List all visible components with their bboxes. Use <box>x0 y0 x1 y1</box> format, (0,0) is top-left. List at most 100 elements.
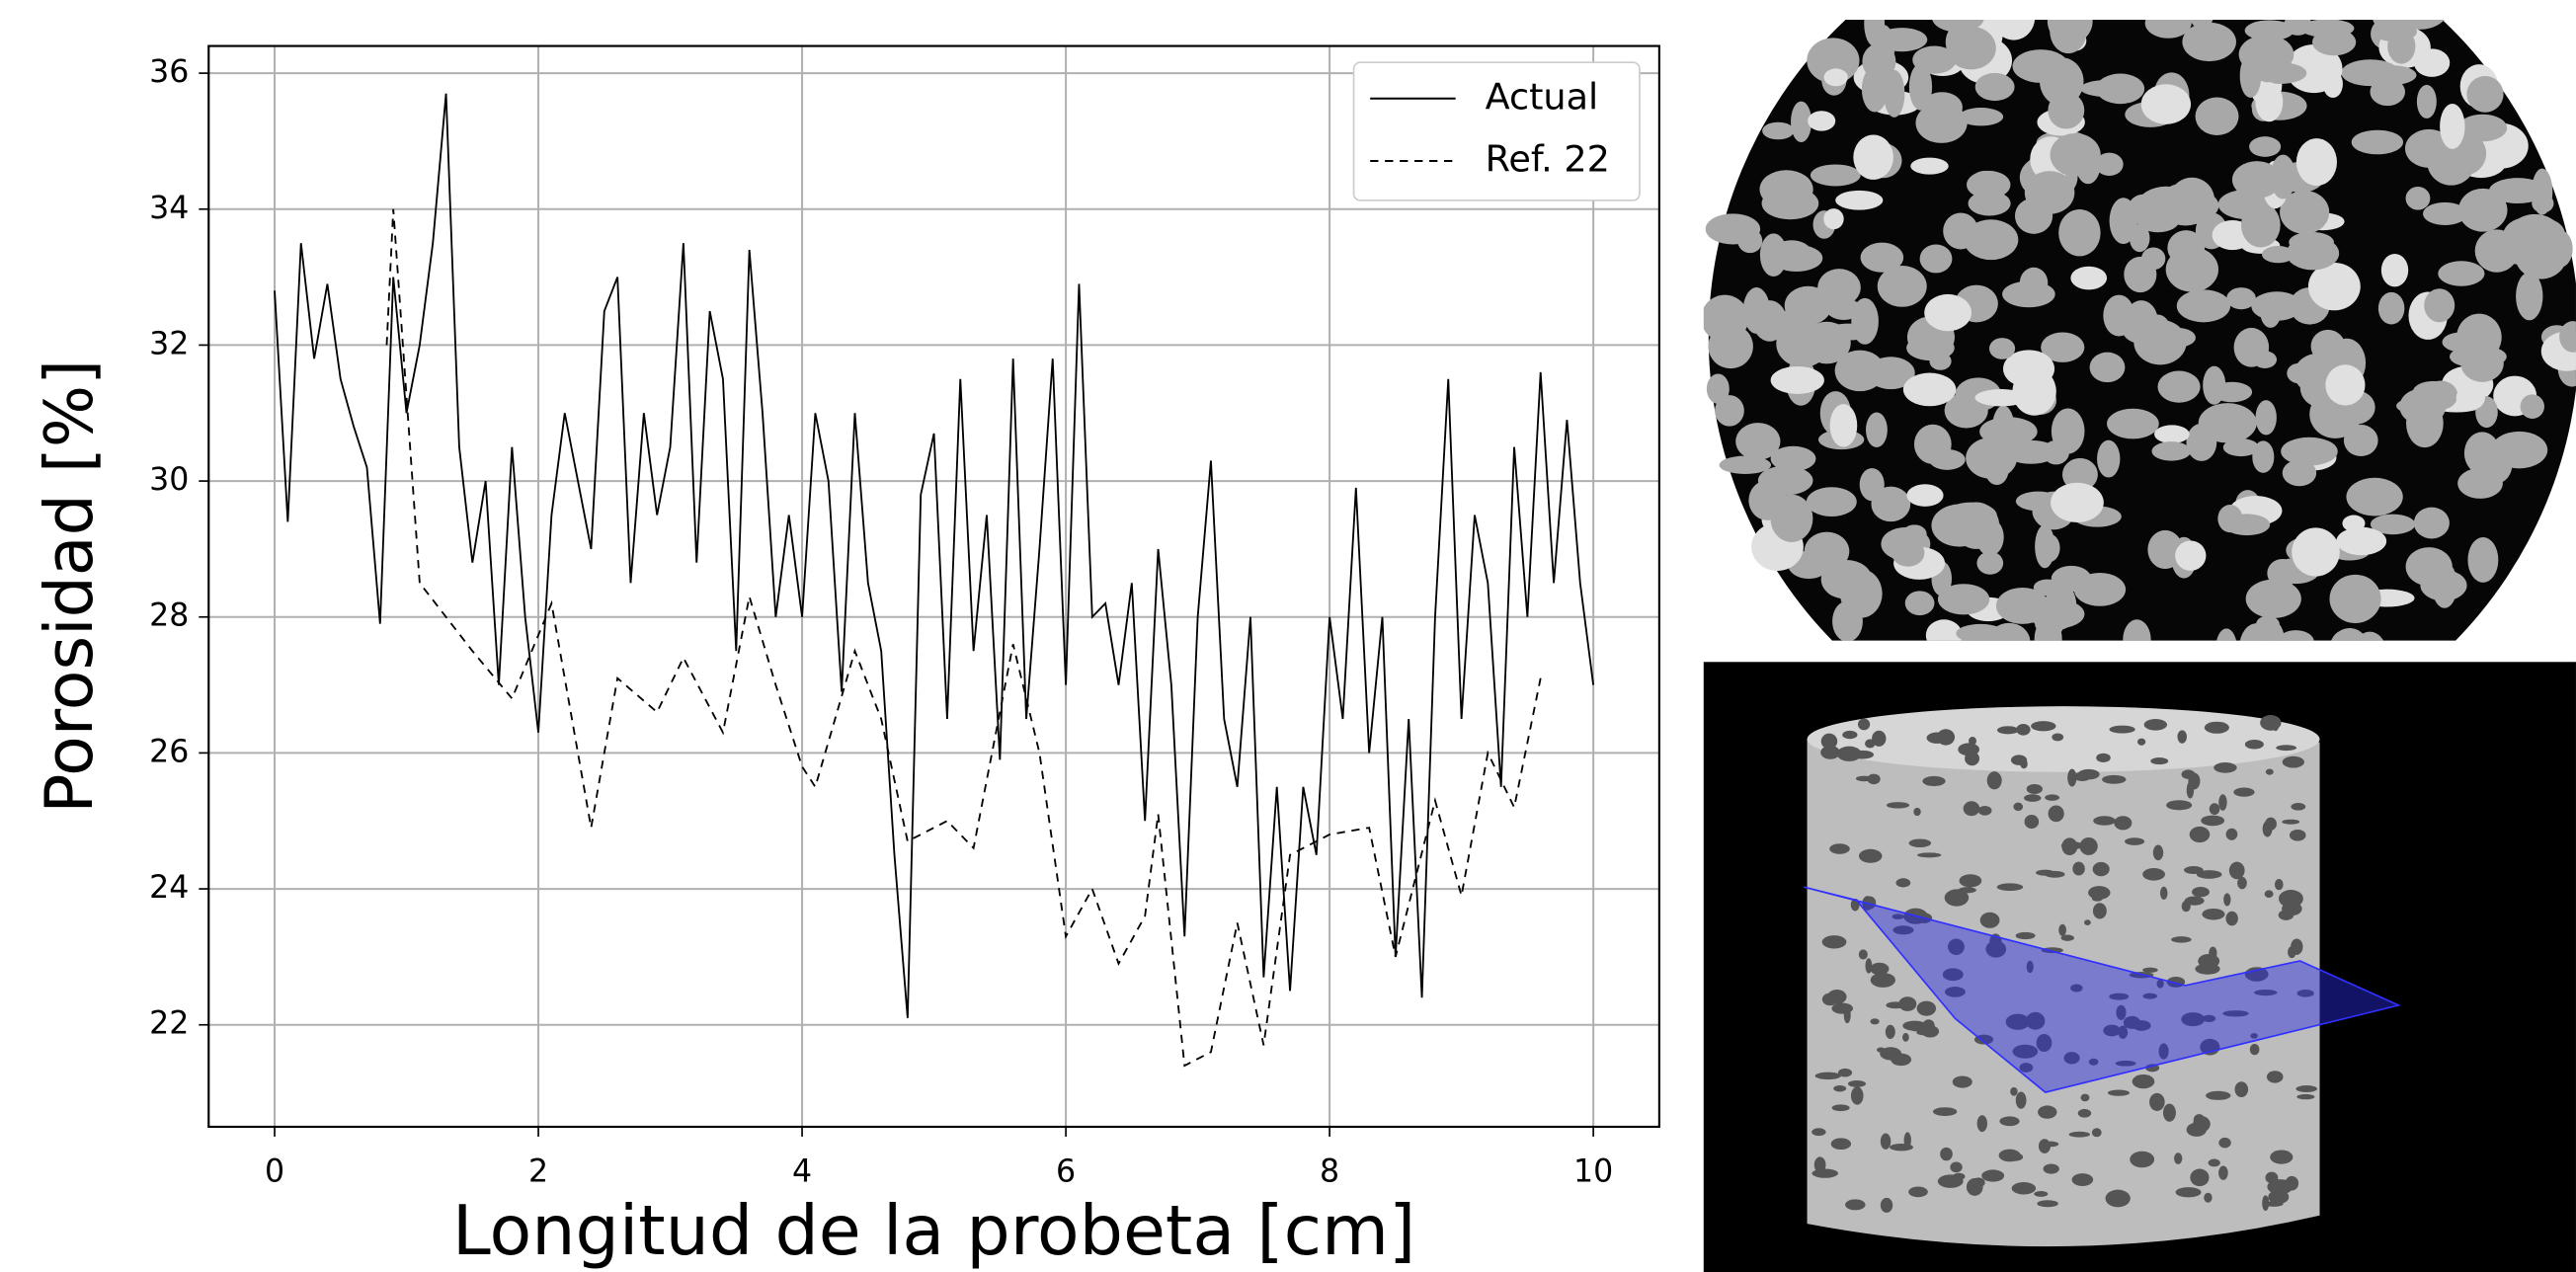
grain <box>1884 69 1905 118</box>
grain <box>2467 536 2499 583</box>
grain <box>2047 19 2093 44</box>
grain <box>2039 0 2060 9</box>
grain <box>2422 201 2467 226</box>
grains <box>1703 0 2576 641</box>
pore <box>1913 807 1921 817</box>
grain <box>2012 49 2069 83</box>
grain <box>2420 570 2467 601</box>
pore <box>2109 725 2135 734</box>
grain <box>1912 45 1957 74</box>
grain <box>1992 19 2036 40</box>
ct-volume-image <box>1703 662 2576 1272</box>
pore <box>1847 1079 1867 1087</box>
grain <box>1759 170 1813 209</box>
pore <box>2186 1122 2207 1137</box>
grain <box>1944 392 1988 429</box>
pore <box>1850 1086 1864 1105</box>
grain <box>1866 412 1888 448</box>
grain <box>2380 254 2409 287</box>
grain <box>2233 327 2270 367</box>
grain <box>2277 630 2314 641</box>
grain <box>1806 487 1857 517</box>
pore <box>1831 1104 1850 1112</box>
pore <box>2142 868 2165 881</box>
pore <box>2218 1165 2228 1180</box>
pore <box>1902 1020 1927 1031</box>
pore <box>2093 816 2116 826</box>
grain <box>2203 365 2226 405</box>
pore <box>1952 1075 1972 1088</box>
grain <box>2175 540 2207 571</box>
pore <box>2202 1014 2216 1023</box>
pore <box>2208 1158 2220 1167</box>
grain <box>2255 82 2284 122</box>
pore <box>2266 1071 2284 1083</box>
grain <box>1974 72 2015 102</box>
pore <box>2289 829 2306 841</box>
grain <box>2281 437 2338 466</box>
pore <box>2102 774 2127 784</box>
pore <box>2291 802 2306 811</box>
grain <box>2356 631 2384 641</box>
pore <box>2116 1004 2127 1020</box>
grain <box>1823 567 1852 597</box>
pore <box>1880 1197 1893 1213</box>
pore <box>2092 903 2107 919</box>
grain <box>2140 84 2192 124</box>
pore <box>1845 1199 1866 1211</box>
pore <box>2159 886 2168 900</box>
grain <box>2282 459 2317 487</box>
grain <box>2239 623 2274 641</box>
grain <box>2051 565 2092 593</box>
pore <box>1959 874 1982 888</box>
pore <box>2118 1025 2129 1039</box>
pore <box>1891 1053 1912 1067</box>
pore <box>2152 844 2164 861</box>
pore <box>2190 1168 2210 1187</box>
pore <box>2015 1091 2027 1109</box>
pore <box>1885 1024 1895 1040</box>
pore <box>2048 805 2064 823</box>
grain <box>2346 477 2403 517</box>
grain <box>2198 403 2257 443</box>
grain <box>2226 287 2256 310</box>
grain <box>1908 63 1933 111</box>
grain <box>2176 289 2231 323</box>
pore <box>2043 1141 2059 1148</box>
pore <box>2068 1131 2090 1138</box>
pore <box>2043 1163 2059 1174</box>
pore <box>1811 1128 1826 1137</box>
pore <box>2189 826 2211 843</box>
x-tick-label: 4 <box>792 1154 812 1190</box>
grain <box>2041 332 2085 362</box>
pore <box>1916 1029 1935 1036</box>
grain <box>1785 304 1823 327</box>
legend-box <box>1352 61 1641 201</box>
grain <box>1762 121 1795 140</box>
pore <box>2026 783 2043 795</box>
grain <box>2438 261 2485 286</box>
pore <box>1870 1018 1880 1025</box>
grain <box>1910 157 1949 175</box>
x-tick-label: 6 <box>1056 1154 1076 1190</box>
pore <box>2077 1108 2092 1118</box>
grain <box>2125 300 2158 342</box>
y-tick-label: 22 <box>149 1006 189 1042</box>
pore <box>2109 993 2130 1000</box>
pore <box>2142 993 2158 999</box>
pore <box>2139 1152 2150 1163</box>
pore <box>1902 1032 1909 1042</box>
pore <box>1976 1115 1987 1133</box>
pore <box>2206 1090 2231 1100</box>
grain <box>1921 92 1963 123</box>
grain <box>1770 445 1816 472</box>
pore <box>1950 1161 1963 1173</box>
legend-label: Actual <box>1486 75 1599 118</box>
grain <box>2342 0 2398 19</box>
pore <box>2193 1114 2206 1127</box>
pore <box>2079 836 2098 855</box>
pore <box>1965 751 1980 766</box>
grain <box>2559 321 2576 353</box>
pore <box>1836 746 1862 761</box>
pore <box>2070 984 2083 993</box>
